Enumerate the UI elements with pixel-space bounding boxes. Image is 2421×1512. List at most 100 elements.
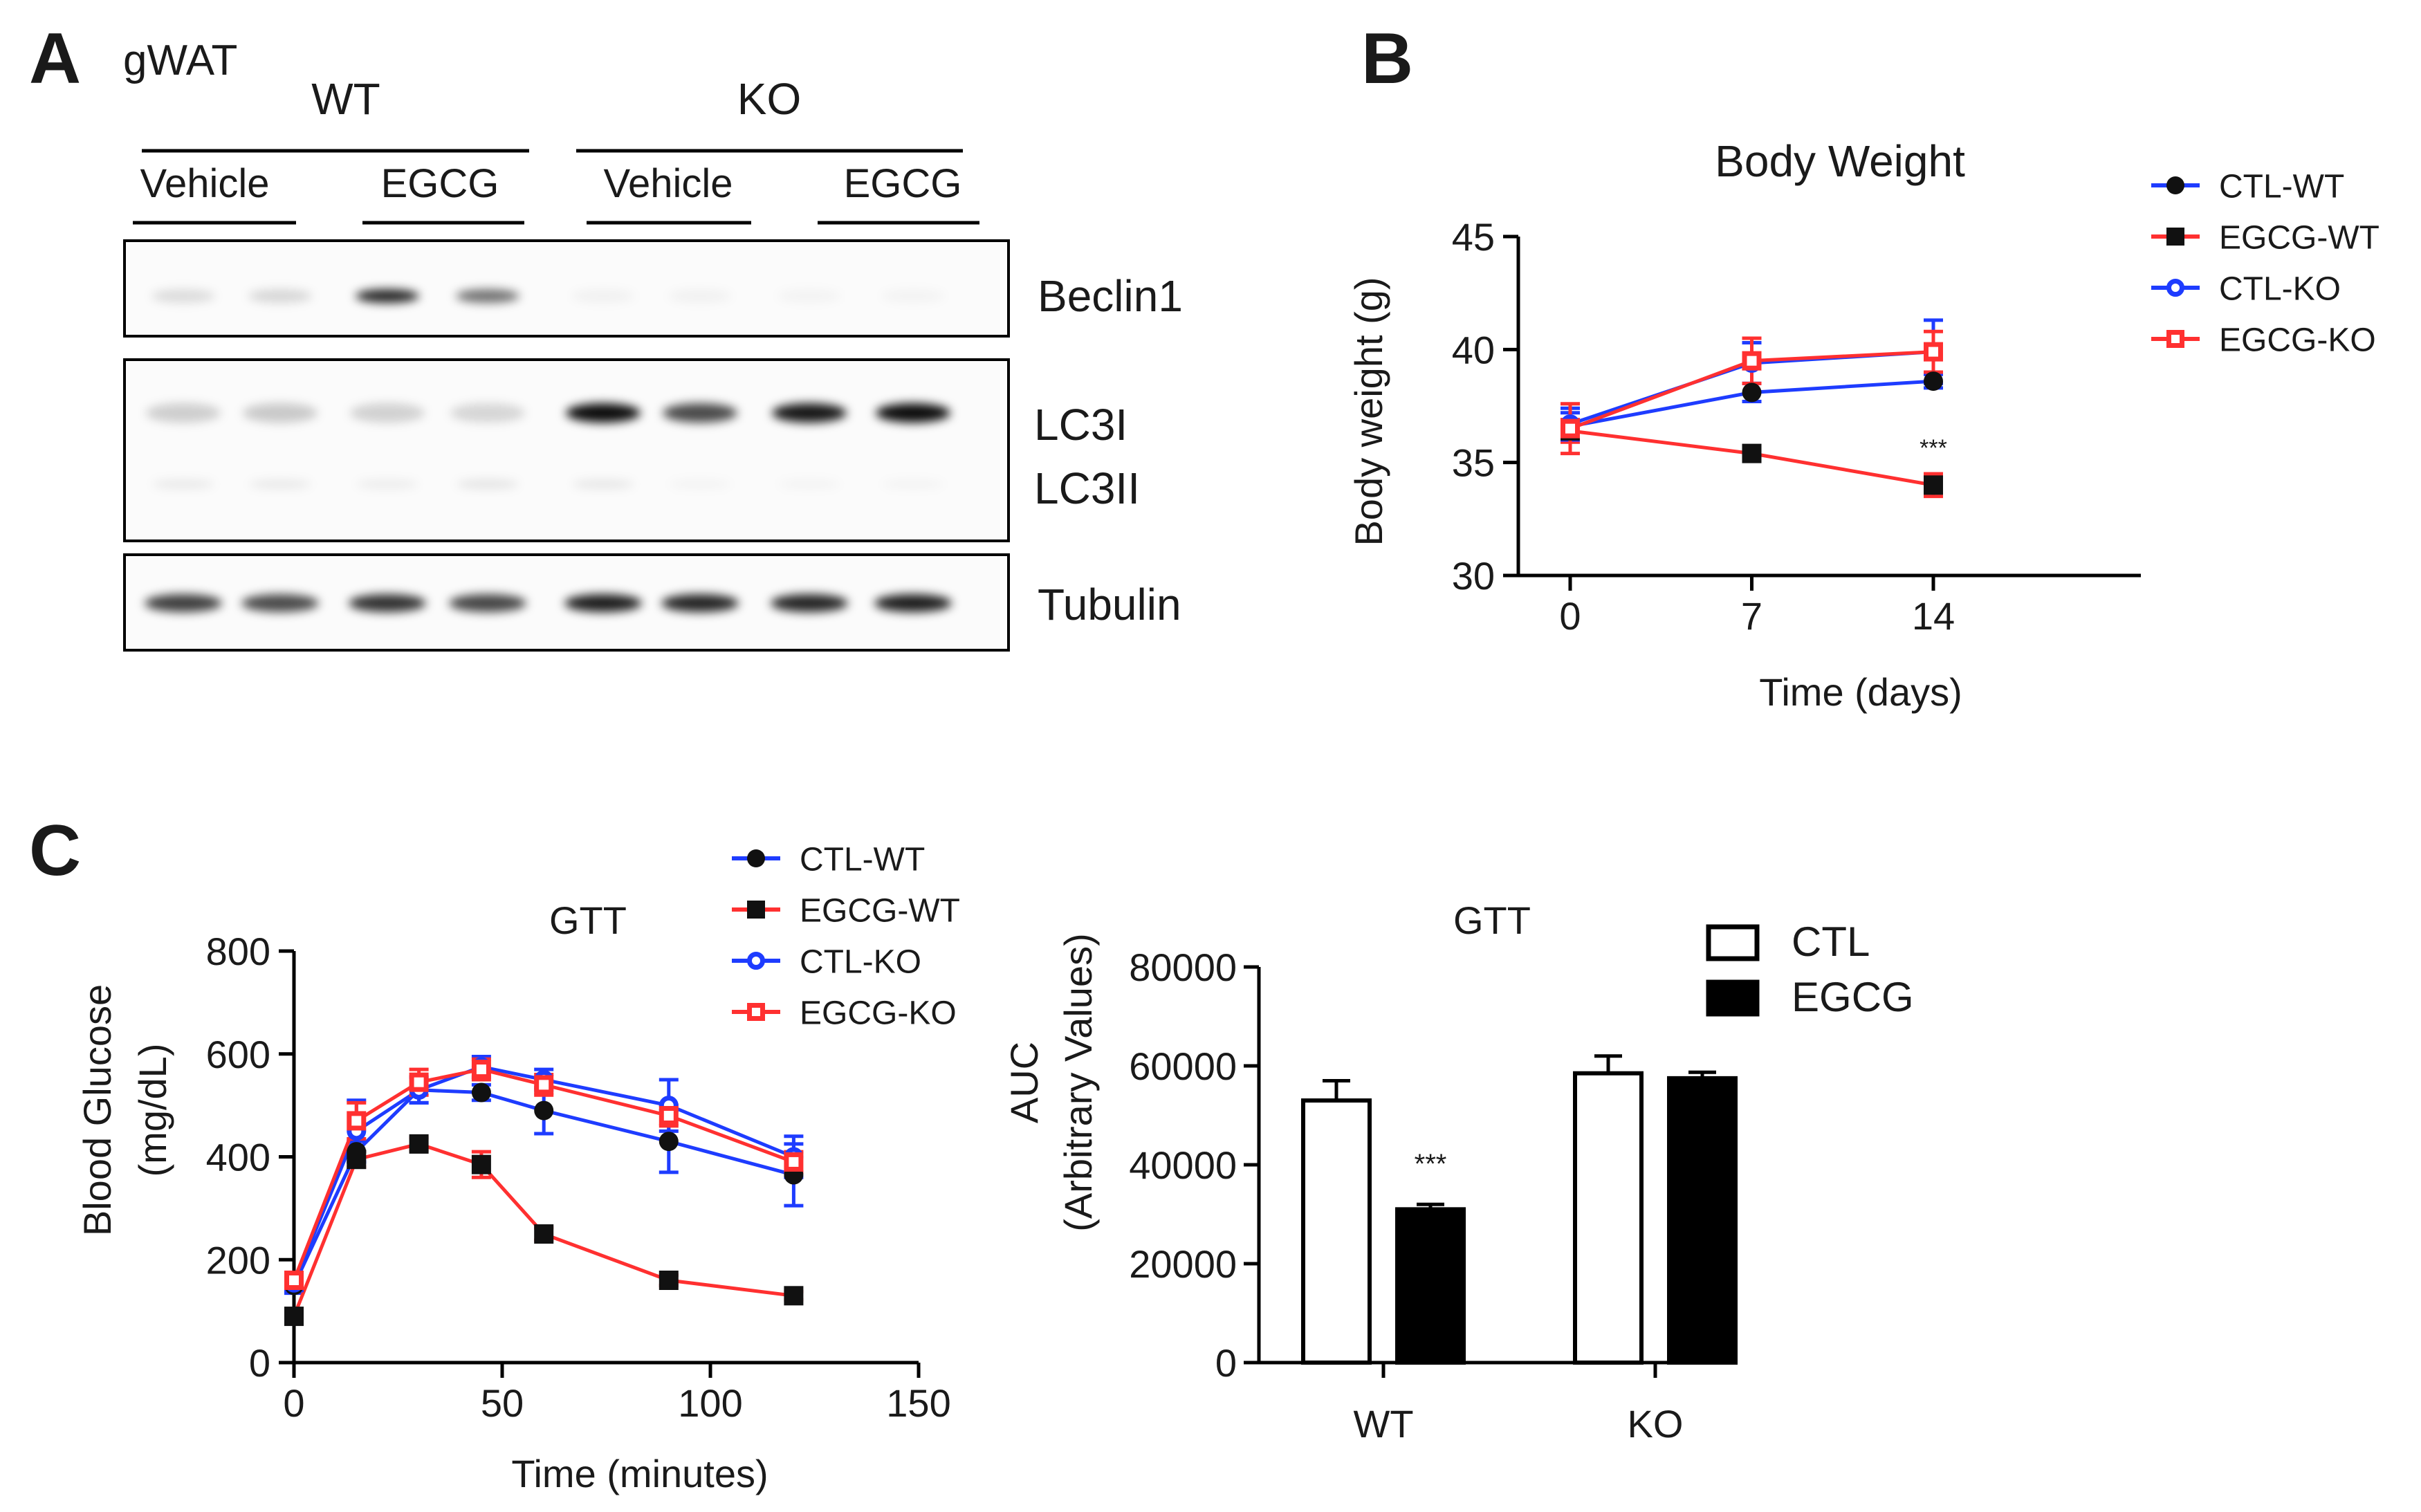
gtt-curve-point-egcg-wt (784, 1286, 804, 1306)
band-beclin-1 (151, 289, 215, 303)
auc-legend-swatch-egcg (1706, 979, 1760, 1017)
auc-bar-ko-ctl (1573, 1071, 1644, 1365)
body-weight-point-egcg-wt (1742, 443, 1762, 463)
body-weight-y-tick-label: 40 (1452, 328, 1495, 371)
gtt-curve-point-egcg-wt (471, 1154, 491, 1174)
blot-label-beclin: Beclin1 (1038, 271, 1183, 321)
auc-y-tick-label: 40000 (1129, 1143, 1237, 1187)
gtt-y-label-line1: Blood Glucose (75, 984, 119, 1236)
auc-bar-wt-ctl (1301, 1098, 1372, 1365)
band-beclin-6 (668, 289, 732, 303)
legend-label-egcg-wt: EGCG-WT (2219, 219, 2379, 256)
gtt-legend: CTL-WT EGCG-WT CTL-KO EGCG-KO (732, 841, 960, 1031)
body-weight-x-tick-label: 0 (1559, 594, 1581, 638)
gtt-curve-y-tick-label: 400 (206, 1136, 270, 1179)
bw-plot: 30 35 40 45 0 7 14 *** (1452, 215, 2141, 638)
band-lc3i-4 (450, 403, 525, 423)
band-lc3i-7 (772, 403, 847, 423)
band-lc3ii-4 (457, 479, 519, 489)
panel-a: A gWAT WT KO Vehicle EGCG Vehicle EGCG B… (29, 19, 1183, 652)
legend-marker-ctl-ko (2166, 279, 2184, 297)
band-lc3ii-3 (356, 479, 418, 489)
band-lc3i-2 (243, 403, 317, 423)
gtt-curve-point-egcg-ko (534, 1075, 554, 1095)
panel-c: C GTT Blood Glucose (mg/dL) Time (minute… (29, 811, 1914, 1495)
bw-legend: CTL-WT EGCG-WT CTL-KO EGCG-KO (2151, 168, 2379, 358)
bands-lc3i (146, 403, 950, 423)
auc-title: GTT (1453, 898, 1531, 942)
auc-plot: 0 20000 40000 60000 80000 WT KO *** (1129, 946, 1738, 1446)
band-lc3ii-1 (152, 479, 214, 489)
band-beclin-5 (571, 289, 635, 303)
auc-legend-label-ctl: CTL (1792, 919, 1870, 965)
bw-y-label: Body weight (g) (1347, 277, 1390, 546)
panel-letter-c: C (29, 811, 81, 891)
gtt-curve-point-egcg-ko (347, 1111, 367, 1131)
gtt-curve-x-tick-label: 100 (678, 1381, 742, 1425)
band-lc3ii-6 (669, 479, 731, 489)
band-beclin-8 (881, 289, 945, 303)
body-weight-y-tick-label: 35 (1452, 441, 1495, 485)
bands-beclin (151, 289, 945, 303)
body-weight-point-egcg-ko (1561, 418, 1580, 439)
gtt-curve-y-tick-label: 800 (206, 930, 270, 973)
body-weight-y-tick-label: 45 (1452, 215, 1495, 259)
bw-x-label: Time (days) (1759, 670, 1962, 714)
gtt-x-label: Time (minutes) (511, 1452, 768, 1495)
band-tubulin-6 (661, 594, 739, 612)
blot-frame-beclin (123, 239, 1010, 338)
body-weight-y-tick-label: 30 (1452, 554, 1495, 598)
auc-significance-label: *** (1415, 1149, 1447, 1179)
gtt-curve-point-egcg-ko (659, 1106, 679, 1125)
gtt-curve-point-egcg-wt (534, 1224, 554, 1244)
gtt-curve-x-tick-label: 150 (886, 1381, 950, 1425)
blot-label-lc3i: LC3I (1034, 400, 1127, 450)
gtt-curve-point-egcg-wt (284, 1307, 304, 1327)
gtt-title: GTT (549, 898, 627, 942)
band-lc3i-1 (146, 403, 221, 423)
gtt-curve-point-egcg-wt (659, 1271, 679, 1290)
legend-marker-egcg-wt (747, 901, 765, 919)
body-weight-point-egcg-wt (1924, 475, 1943, 495)
bands-lc3ii (152, 479, 840, 489)
legend-label-ctl-wt: CTL-WT (800, 841, 925, 878)
body-weight-point-ctl-wt (1742, 382, 1762, 403)
body-weight-significance-label: *** (1920, 435, 1947, 461)
band-lc3i-5 (566, 403, 641, 423)
gtt-curve-x-tick-label: 0 (283, 1381, 304, 1425)
legend-label-egcg-wt: EGCG-WT (800, 892, 960, 929)
gtt-curve-y-tick-label: 0 (249, 1341, 270, 1385)
panel-b: B Body Weight Body weight (g) Time (days… (1347, 19, 2379, 714)
band-lc3ii-2 (249, 479, 311, 489)
band-beclin-7 (777, 289, 841, 303)
legend-label-egcg-ko: EGCG-KO (2219, 322, 2376, 358)
band-beclin-2 (248, 289, 312, 303)
auc-bar-ko-egcg (1667, 1076, 1738, 1365)
auc-legend-swatch-ctl (1706, 924, 1760, 961)
legend-label-ctl-wt: CTL-WT (2219, 168, 2344, 205)
group-label-ko: KO (737, 74, 801, 124)
band-tubulin-4 (449, 594, 526, 612)
tissue-label: gWAT (123, 37, 237, 84)
body-weight-x-tick-label: 14 (1912, 594, 1955, 638)
gtt-curve-point-egcg-ko (284, 1271, 304, 1290)
band-lc3i-3 (350, 403, 425, 423)
auc-y-tick-label: 80000 (1129, 946, 1237, 989)
band-lc3ii-5 (572, 479, 634, 489)
legend-label-egcg-ko: EGCG-KO (800, 995, 957, 1031)
body-weight-point-egcg-ko (1924, 342, 1943, 362)
treatment-label-wt-egcg: EGCG (381, 161, 499, 206)
auc-y-tick-label: 20000 (1129, 1242, 1237, 1286)
band-tubulin-5 (564, 594, 642, 612)
band-beclin-4 (456, 289, 519, 303)
gtt-curve-y-tick-label: 200 (206, 1238, 270, 1282)
legend-label-ctl-ko: CTL-KO (800, 943, 921, 980)
auc-legend-label-egcg: EGCG (1792, 974, 1914, 1020)
panel-letter-b: B (1361, 19, 1413, 99)
auc-y-tick-label: 0 (1215, 1341, 1237, 1385)
treatment-label-wt-vehicle: Vehicle (140, 161, 269, 206)
legend-marker-ctl-wt (2166, 176, 2184, 194)
gtt-y-label-line2: (mg/dL) (131, 1044, 174, 1177)
gtt-curve-point-egcg-ko (471, 1060, 491, 1080)
band-lc3ii-7 (778, 479, 840, 489)
